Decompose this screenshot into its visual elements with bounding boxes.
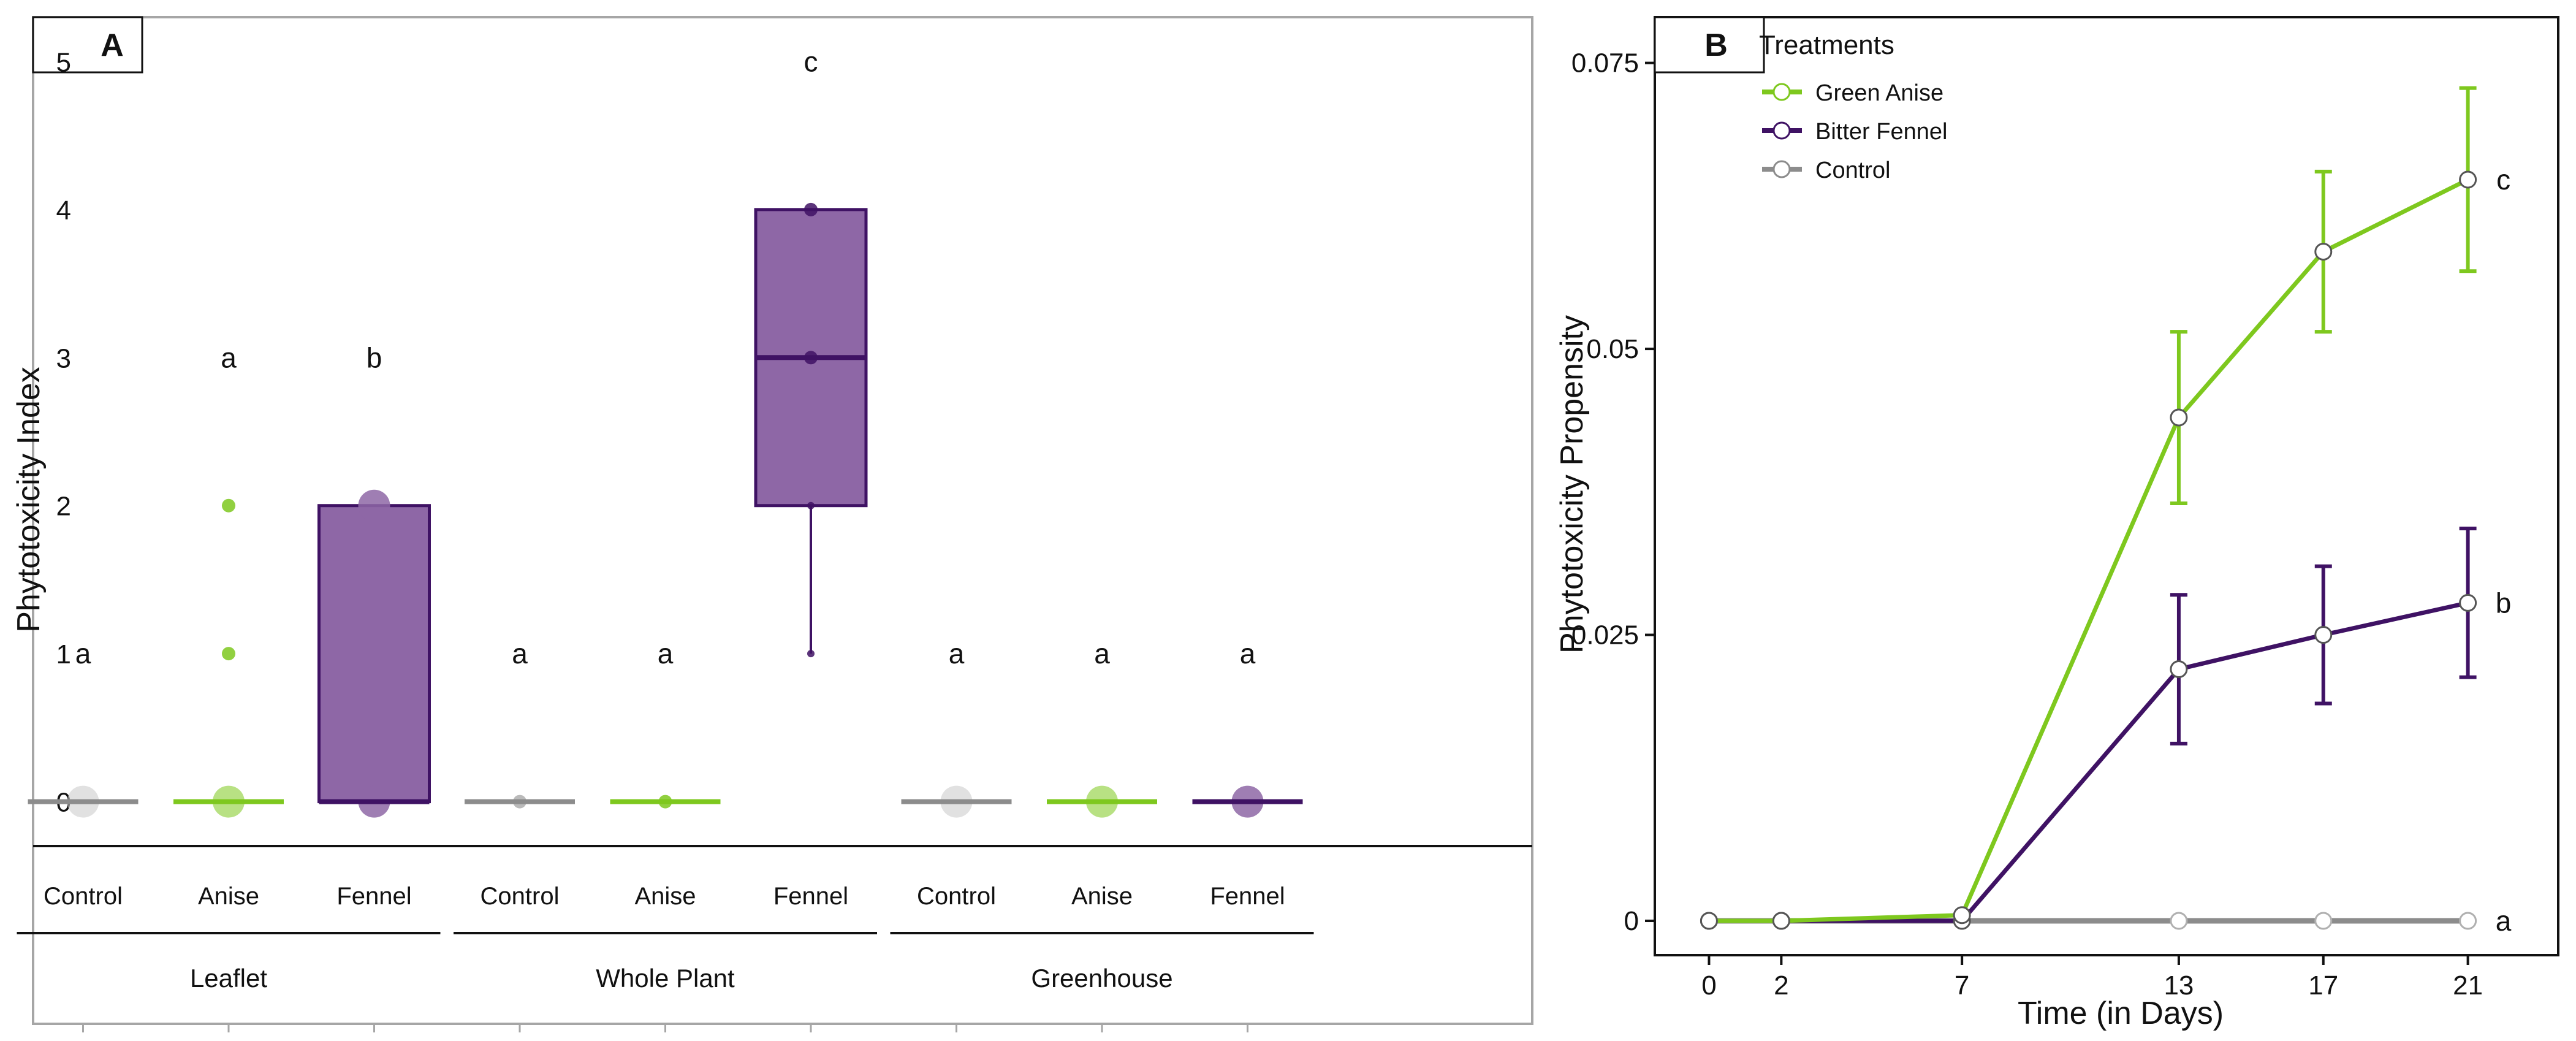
legend-marker xyxy=(1772,121,1791,140)
data-point xyxy=(804,202,818,216)
y-tick-label: 0.075 xyxy=(1571,48,1639,78)
box-fennel: a xyxy=(1192,638,1303,818)
y-tick-label: 4 xyxy=(56,196,71,226)
panel-a-frame xyxy=(32,16,1533,1025)
x-tick-label: 17 xyxy=(2308,970,2338,1001)
x-tick-label: 2 xyxy=(1774,970,1788,1001)
legend-label: Control xyxy=(1815,158,1891,183)
significance-letter: a xyxy=(512,638,528,669)
category-label: Anise xyxy=(1071,883,1133,910)
panel-a-label: A xyxy=(101,28,124,63)
category-label: Control xyxy=(44,883,123,910)
data-point xyxy=(2314,626,2333,644)
data-point xyxy=(807,650,815,658)
box-control: a xyxy=(465,638,575,809)
category-label: Control xyxy=(917,883,996,910)
panel-b-legend: Treatments Green Anise Bitter Fennel Contr… xyxy=(1759,30,1947,183)
panel-b-ylabel: Phytotoxicity Propensity xyxy=(1554,315,1590,654)
legend-marker xyxy=(1772,160,1791,178)
box-anise: a xyxy=(610,638,721,809)
data-point xyxy=(807,501,815,509)
significance-letter: a xyxy=(75,638,91,669)
y-tick-label: 0.05 xyxy=(1586,334,1639,364)
series-anise: c xyxy=(1700,86,2510,930)
data-point xyxy=(2170,660,2188,679)
category-label: Fennel xyxy=(773,883,848,910)
category-label: Control xyxy=(481,883,560,910)
significance-letter: a xyxy=(2496,905,2512,937)
significance-letter: a xyxy=(658,638,674,669)
significance-letter: c xyxy=(804,45,818,77)
category-label: Fennel xyxy=(336,883,411,910)
category-label: Fennel xyxy=(1210,883,1285,910)
legend-label: Green Anise xyxy=(1815,80,1943,106)
category-label: Anise xyxy=(634,883,696,910)
box-anise: a xyxy=(173,341,284,818)
legend-title: Treatments xyxy=(1759,30,1894,60)
panel-a-y-tick-labels: 012345 xyxy=(56,47,71,817)
significance-letter: a xyxy=(1094,638,1110,669)
data-point xyxy=(2314,912,2333,930)
y-tick-label: 2 xyxy=(56,492,71,522)
data-point xyxy=(1953,906,1971,925)
data-point xyxy=(2459,912,2477,930)
y-tick-label: 5 xyxy=(56,47,71,77)
data-point xyxy=(2170,912,2188,930)
box-anise: a xyxy=(1047,638,1157,818)
y-tick-label: 0.025 xyxy=(1571,620,1639,650)
data-point xyxy=(2170,408,2188,427)
data-point xyxy=(2459,593,2477,612)
box-control: a xyxy=(901,638,1012,818)
data-point xyxy=(222,647,235,661)
box-control: a xyxy=(28,638,139,818)
significance-letter: c xyxy=(2496,164,2510,196)
x-tick-label: 13 xyxy=(2164,970,2194,1001)
box-body xyxy=(317,504,431,804)
panel-a-label-box xyxy=(32,16,143,74)
panel-b-xlabel: Time (in Days) xyxy=(2018,996,2224,1031)
significance-letter: a xyxy=(221,341,237,373)
y-tick-label: 0 xyxy=(1624,906,1639,936)
series-line xyxy=(1709,177,2469,923)
data-point xyxy=(2314,243,2333,261)
significance-letter: b xyxy=(2496,587,2512,619)
panel-a-x-labels: Control Anise Fennel Leaflet Control Anise Fen… xyxy=(17,883,1314,1032)
y-tick-label: 3 xyxy=(56,343,71,373)
data-point xyxy=(358,489,390,522)
significance-letter: b xyxy=(367,341,382,373)
data-point xyxy=(1772,912,1790,930)
category-label: Anise xyxy=(198,883,259,910)
group-label: Leaflet xyxy=(190,964,267,993)
panel-a-ylabel: Phytotoxicity Index xyxy=(11,367,47,633)
legend-marker xyxy=(1772,83,1791,101)
box-fennel: b xyxy=(317,341,431,818)
panel-b-label-box xyxy=(1654,16,1765,74)
y-tick-label: 1 xyxy=(56,639,71,669)
panel-b-label: B xyxy=(1704,28,1728,63)
group-label: Greenhouse xyxy=(1031,964,1172,993)
x-tick-label: 7 xyxy=(1955,970,1969,1001)
box-fennel: c xyxy=(754,45,868,658)
panel-a-boxes: a a b a a c a a a xyxy=(28,45,1303,818)
group-label: Whole Plant xyxy=(596,964,735,993)
significance-letter: a xyxy=(1240,638,1256,669)
data-point xyxy=(222,498,235,513)
data-point xyxy=(1700,912,1718,930)
data-point xyxy=(2459,170,2477,189)
significance-letter: a xyxy=(949,638,965,669)
panel-b-frame xyxy=(1654,16,2559,956)
panel-b-ticks: 0 0.025 0.05 0.075 0 2 7 13 17 21 xyxy=(1571,48,2483,1001)
x-tick-label: 0 xyxy=(1701,970,1716,1001)
legend-label: Bitter Fennel xyxy=(1815,119,1947,145)
x-tick-label: 21 xyxy=(2453,970,2483,1001)
series-line xyxy=(1709,600,2469,923)
panel-b-series: a b c xyxy=(1700,86,2512,937)
